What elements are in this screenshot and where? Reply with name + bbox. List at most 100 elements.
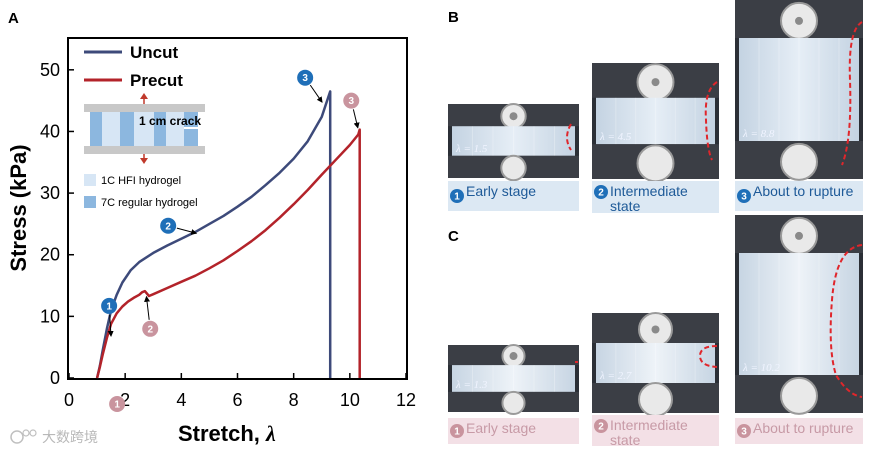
- y-tick-label: 10: [40, 306, 60, 326]
- annotation-badge-number: 1: [106, 301, 112, 312]
- panel-label-b: B: [448, 9, 459, 26]
- clamp-knob-icon: [500, 154, 527, 182]
- crack-outline: [566, 123, 572, 151]
- photo-stretch-label: λ = 4.5: [599, 131, 632, 143]
- annotation-badge-number: 2: [165, 221, 171, 232]
- caption-badge-number: 3: [741, 192, 747, 203]
- crack-outline: [829, 244, 863, 398]
- photo-stretch-label: λ = 2.7: [599, 370, 632, 382]
- annotation-badge-blue-2: [160, 217, 177, 234]
- inset-legend-regular: 7C regular hydrogel: [101, 197, 198, 209]
- photo-stretch-label: λ = 1.3: [455, 379, 488, 391]
- panel-b-photo-3: λ = 8.8 3 About to rupture: [735, 0, 863, 211]
- inset-clamp-top: [84, 104, 205, 112]
- crack-outline: [841, 21, 863, 166]
- clamp-knob-center: [509, 112, 518, 121]
- plot-frame: [67, 37, 408, 380]
- hydrogel-sample: [739, 253, 859, 375]
- photo-stretch-label: λ = 1.5: [455, 143, 488, 155]
- annotation-arrow: [352, 109, 360, 129]
- caption-text: About to rupture: [753, 420, 854, 436]
- annotation-arrow: [144, 295, 151, 320]
- legend: Uncut Precut: [84, 43, 183, 90]
- inset-crack-label: 1 cm crack: [139, 114, 201, 128]
- panel-label-c: C: [448, 228, 459, 245]
- inset-legend-swatch-hfi: [84, 174, 96, 186]
- caption-text: Early stage: [466, 183, 536, 199]
- annotation-badge-pink-1: [109, 396, 126, 412]
- y-tick-label: 20: [40, 245, 60, 265]
- inset-legend-hfi: 1C HFI hydrogel: [101, 175, 181, 187]
- clamp-knob-center: [795, 231, 803, 240]
- annotation-badge-pink-2: [142, 320, 159, 337]
- legend-label-precut: Precut: [130, 71, 183, 90]
- caption-box: [448, 418, 579, 444]
- panel-label-a: A: [8, 10, 19, 27]
- y-axis-title: Stress (kPa): [6, 144, 31, 271]
- annotation-badge-number: 3: [302, 73, 308, 84]
- caption-badge: [450, 189, 464, 203]
- annotation-badge-number: 1: [114, 400, 120, 411]
- legend-label-uncut: Uncut: [130, 43, 179, 62]
- caption-badge-number: 1: [454, 192, 460, 203]
- panel-b-photo-1: λ = 1.5 1 Early stage: [448, 103, 579, 211]
- caption-badge-number: 3: [741, 427, 747, 438]
- annotation-badge-blue-3: [297, 69, 314, 86]
- crack-outline: [704, 81, 718, 161]
- x-tick-label: 8: [289, 390, 299, 410]
- caption-badge: [450, 424, 464, 438]
- x-axis-ticks: 0 2 4 6 8 10 12: [64, 373, 416, 410]
- inset-arrowhead-down: [140, 158, 148, 164]
- caption-badge: [594, 419, 608, 433]
- y-axis-ticks: 0 10 20 30 40 50: [40, 60, 74, 388]
- caption-box: [735, 181, 863, 211]
- x-tick-label: 2: [120, 390, 130, 410]
- caption-badge: [737, 189, 751, 203]
- clamp-knob-icon: [780, 376, 818, 415]
- hydrogel-sample: [596, 97, 715, 145]
- watermark-logo-icon: [10, 430, 24, 444]
- x-tick-label: 12: [396, 390, 416, 410]
- x-tick-label: 6: [232, 390, 242, 410]
- caption-text: Intermediate: [610, 417, 688, 433]
- annotation-badge-pink-3: [343, 92, 360, 109]
- clamp-knob-icon: [501, 390, 526, 416]
- y-tick-label: 40: [40, 121, 60, 141]
- caption-box: [735, 418, 863, 444]
- x-tick-label: 10: [340, 390, 360, 410]
- photo-stretch-label: λ = 10.2: [742, 362, 780, 374]
- annotation-arrow: [107, 314, 114, 337]
- series-line-precut: [95, 128, 361, 379]
- clamp-knob-center: [651, 325, 660, 334]
- y-tick-label: 30: [40, 183, 60, 203]
- hydrogel-sample: [739, 38, 859, 141]
- annotation-arrow: [176, 227, 198, 235]
- clamp-knob-icon: [638, 382, 673, 417]
- crack-outline: [698, 345, 718, 368]
- x-axis-title-symbol: λ: [265, 421, 276, 446]
- caption-badge-number: 1: [454, 427, 460, 438]
- clamp-knob-center: [509, 352, 518, 361]
- caption-text: About to rupture: [753, 183, 854, 199]
- photo-stretch-label: λ = 8.8: [742, 128, 775, 140]
- panel-c-photo-3: λ = 10.2 3 About to rupture: [735, 215, 863, 444]
- caption-badge-number: 2: [598, 188, 604, 199]
- caption-text: state: [610, 432, 641, 448]
- caption-text: Early stage: [466, 420, 536, 436]
- x-tick-label: 4: [176, 390, 186, 410]
- caption-text: state: [610, 198, 641, 214]
- x-axis-title: Stretch, λ: [178, 421, 276, 446]
- inset-legend-swatch-regular: [84, 196, 96, 208]
- x-axis-title-text: Stretch,: [178, 421, 260, 446]
- clamp-knob-icon: [780, 142, 818, 181]
- annotation-badge-number: 2: [147, 324, 153, 335]
- caption-box: [592, 181, 719, 213]
- hydrogel-sample: [452, 126, 575, 156]
- annotation-arrow: [309, 84, 323, 103]
- caption-box: [448, 181, 579, 211]
